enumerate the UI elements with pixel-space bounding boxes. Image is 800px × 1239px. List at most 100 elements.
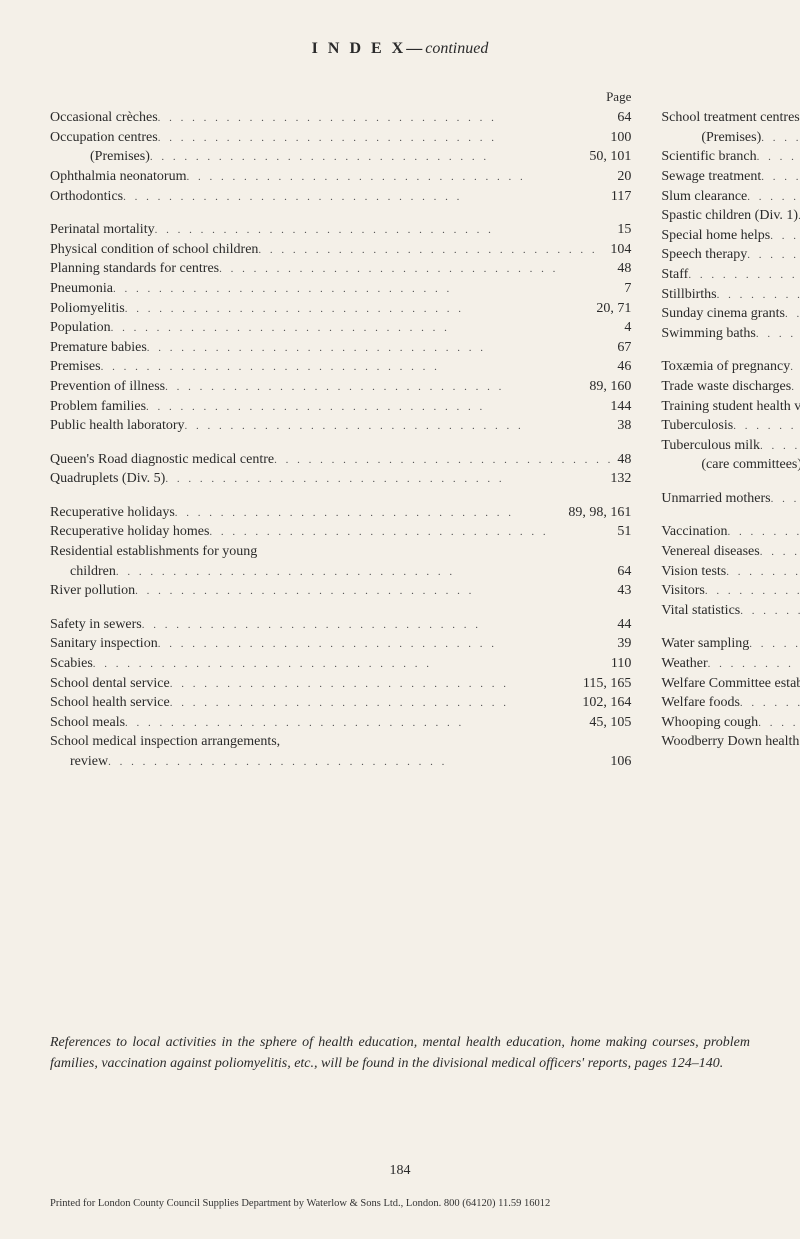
entry-label: Planning standards for centres [50,259,219,279]
title-continued: continued [425,40,488,57]
leader-dots [274,450,613,470]
leader-dots [113,279,620,299]
index-entry: School treatment centres111 [661,108,800,128]
index-entry: Water sampling44 [661,634,800,654]
entry-label: Recuperative holidays [50,503,175,523]
left-column: Page Occasional crèches64Occupation cent… [50,88,631,772]
entry-label: Weather [661,654,707,674]
index-entry: Queen's Road diagnostic medical centre48 [50,450,631,470]
entry-page: 4 [620,318,631,338]
leader-dots [116,562,613,582]
index-entry: Prevention of illness89, 160 [50,377,631,397]
entry-label: Welfare foods [661,693,740,713]
entry-label: School health service [50,693,170,713]
leader-dots [146,397,606,417]
index-entry: Slum clearance38 [661,187,800,207]
references-note: References to local activities in the sp… [50,1032,750,1074]
index-entry: Scabies110 [50,654,631,674]
leader-dots [258,240,606,260]
page-header-left: Page [50,88,631,106]
index-entry: Venereal diseases90, 161 [661,542,800,562]
index-entry: Pneumonia7 [50,279,631,299]
entry-label: Staff [661,265,688,285]
leader-dots [791,377,800,397]
entry-page: 20, 71 [592,299,631,319]
entry-label: School dental service [50,674,170,694]
entry-page: 45, 105 [585,713,631,733]
entry-page: 89, 160 [585,377,631,397]
index-entry: Residential establishments for young [50,542,631,562]
index-entry: River pollution 43 [50,581,631,601]
entry-label: Sewage treatment [661,167,761,187]
entry-label: Unmarried mothers [661,489,770,509]
entry-page: 51 [613,522,631,542]
entry-label: Physical condition of school children [50,240,258,260]
entry-page: 132 [606,469,631,489]
index-entry: Premises 46 [50,357,631,377]
index-columns: Page Occasional crèches64Occupation cent… [50,88,750,772]
leader-dots [790,357,800,377]
entry-label: Spastic children (Div. 1) [661,206,798,226]
entry-label: Stillbirths [661,285,716,305]
index-entry: Recuperative holidays89, 98, 161 [50,503,631,523]
leader-dots [150,147,585,167]
index-entry: School meals45, 105 [50,713,631,733]
index-entry: Weather24 [661,654,800,674]
entry-page: 144 [606,397,631,417]
index-entry: Perinatal mortality15 [50,220,631,240]
entry-page: 106 [606,752,631,772]
index-entry: Problem families 144 [50,397,631,417]
index-entry: Orthodontics117 [50,187,631,207]
entry-page: 43 [613,581,631,601]
entry-label: Premature babies [50,338,147,358]
entry-page: 102, 164 [578,693,631,713]
entry-label: (Premises) [661,128,761,148]
leader-dots [111,318,621,338]
leader-dots [705,581,800,601]
index-entry: (Premises)48 [661,128,800,148]
leader-dots [101,357,614,377]
leader-dots [785,304,800,324]
index-entry: Welfare foods63 [661,693,800,713]
entry-label: Ophthalmia neonatorum [50,167,186,187]
entry-label: River pollution [50,581,135,601]
index-entry: Public health laboratory38 [50,416,631,436]
leader-dots [770,226,800,246]
entry-label: Whooping cough [661,713,758,733]
entry-label: Occasional crèches [50,108,158,128]
leader-dots [717,285,800,305]
right-entries: School treatment centres111(Premises)48S… [661,108,800,752]
leader-dots [158,108,614,128]
entry-label: review [50,752,108,772]
entry-label: Trade waste discharges [661,377,791,397]
entry-label: Public health laboratory [50,416,185,436]
leader-dots [740,601,800,621]
index-entry: (Premises)50, 101 [50,147,631,167]
leader-dots [158,634,614,654]
leader-dots [760,436,800,456]
entry-label: Venereal diseases [661,542,759,562]
entry-page: 64 [613,562,631,582]
entry-label: (Premises) [50,147,150,167]
leader-dots [155,220,614,240]
print-footer: Printed for London County Council Suppli… [50,1198,750,1209]
index-entry: School medical inspection arrangements, [50,732,631,752]
entry-label: Recuperative holiday homes [50,522,209,542]
index-entry: Toxæmia of pregnancy147 [661,357,800,377]
index-entry: Special home helps70, 153 [661,226,800,246]
index-entry: Vision tests105 [661,562,800,582]
entry-label: Problem families [50,397,146,417]
leader-dots [733,416,800,436]
leader-dots [771,489,800,509]
entry-label: Premises [50,357,101,377]
index-entry: Scientific branch42 [661,147,800,167]
entry-page: 46 [613,357,631,377]
entry-label: (care committees) [661,455,800,475]
entry-label: Tuberculosis [661,416,733,436]
index-entry: Staff79 (Ambulance), 119, 182 [661,265,800,285]
leader-dots [761,167,800,187]
entry-label: Pneumonia [50,279,113,299]
leader-dots [165,377,585,397]
index-entry: children64 [50,562,631,582]
entry-label: Perinatal mortality [50,220,155,240]
